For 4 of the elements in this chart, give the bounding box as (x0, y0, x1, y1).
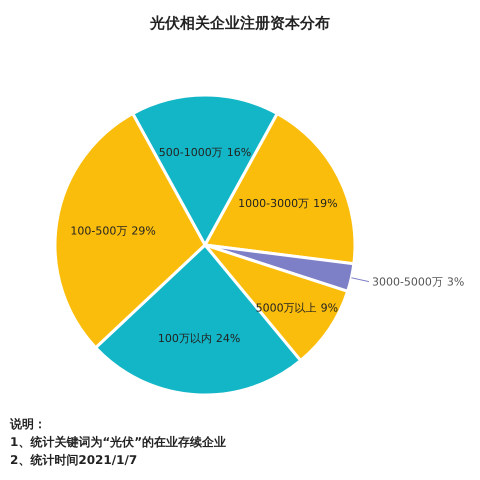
annotation: 说明： (10, 417, 46, 431)
annotation: 2、统计时间2021/1/7 (10, 453, 138, 467)
title: 光伏相关企业注册资本分布 (150, 14, 330, 32)
annotation: 1、统计关键词为“光伏”的在业存续企业 (10, 435, 226, 449)
